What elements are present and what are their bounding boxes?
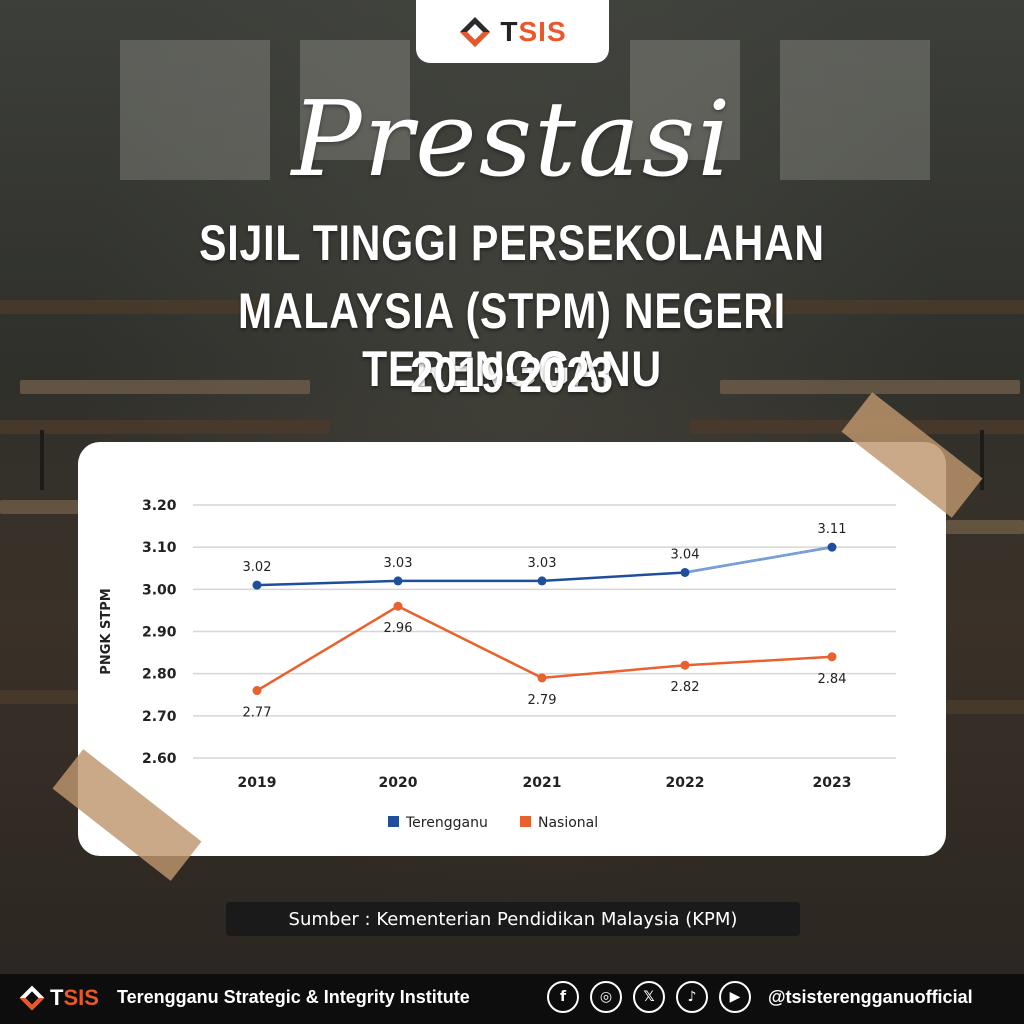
legend-swatch-nasional	[520, 816, 531, 827]
script-title: Prestasi	[291, 78, 733, 200]
x-tick-label: 2022	[666, 775, 705, 791]
line-chart: 2.60 2.70 2.80 2.90 3.00 3.10 3.20 PNGK STPM 201…	[99, 498, 896, 831]
data-label: 3.02	[243, 560, 272, 575]
series-line-segment-highlight	[684, 545, 833, 574]
data-label: 3.11	[818, 522, 847, 537]
y-tick-label: 3.00	[142, 582, 177, 598]
data-label: 3.03	[384, 556, 413, 571]
footer-logo: TSIS	[18, 984, 99, 1012]
x-icon[interactable]: 𝕏	[633, 981, 665, 1013]
y-tick-label: 2.60	[142, 751, 177, 767]
data-point	[537, 576, 547, 586]
x-tick-label: 2020	[379, 775, 418, 791]
data-label: 2.77	[243, 706, 272, 721]
tiktok-icon[interactable]: ♪	[676, 981, 708, 1013]
footer-logo-text: TSIS	[50, 985, 99, 1010]
facebook-icon[interactable]: f	[547, 981, 579, 1013]
legend-label-terengganu: Terengganu	[405, 815, 488, 831]
y-axis-label: PNGK STPM	[99, 588, 114, 674]
data-label: 2.96	[384, 621, 413, 636]
headline-line-3: 2019-2023	[410, 347, 614, 403]
chart-card: 2.60 2.70 2.80 2.90 3.00 3.10 3.20 PNGK STPM 201…	[78, 442, 946, 856]
org-name: Terengganu Strategic & Integrity Institu…	[117, 987, 470, 1007]
y-tick-label: 2.80	[142, 667, 177, 683]
tsis-logo: TSIS	[416, 0, 609, 63]
data-point	[393, 601, 403, 611]
legend-swatch-terengganu	[388, 816, 399, 827]
x-tick-label: 2019	[238, 775, 277, 791]
data-point	[827, 652, 837, 662]
diamond-logo-icon	[460, 16, 491, 47]
x-tick-label: 2021	[523, 775, 562, 791]
data-point	[680, 567, 690, 577]
data-point	[827, 542, 837, 552]
headline-line-1: SIJIL TINGGI PERSEKOLAHAN	[199, 215, 825, 271]
data-label: 2.82	[671, 680, 700, 695]
data-label: 3.03	[528, 556, 557, 571]
instagram-icon[interactable]: ◎	[590, 981, 622, 1013]
source-caption: Sumber : Kementerian Pendidikan Malaysia…	[226, 902, 800, 936]
footer-diamond-icon	[19, 985, 45, 1011]
y-tick-label: 2.90	[142, 625, 177, 641]
data-point	[680, 660, 690, 670]
social-handle: @tsisterengganuofficial	[768, 987, 973, 1007]
x-tick-label: 2023	[813, 775, 852, 791]
y-tick-label: 3.10	[142, 540, 177, 556]
data-label: 3.04	[671, 547, 700, 562]
data-point	[252, 580, 262, 590]
logo-text: TSIS	[500, 15, 567, 47]
data-label: 2.84	[818, 672, 847, 687]
youtube-icon[interactable]: ▶	[719, 981, 751, 1013]
y-tick-label: 3.20	[142, 498, 177, 514]
y-tick-label: 2.70	[142, 709, 177, 725]
data-point	[252, 686, 262, 696]
headline-line-2: MALAYSIA (STPM) NEGERI TERENGGANU	[237, 283, 787, 397]
legend-label-nasional: Nasional	[538, 815, 598, 831]
footer-bar: TSIS Terengganu Strategic & Integrity In…	[0, 974, 1024, 1024]
data-point	[537, 673, 547, 683]
data-label: 2.79	[528, 693, 557, 708]
data-point	[393, 576, 403, 586]
